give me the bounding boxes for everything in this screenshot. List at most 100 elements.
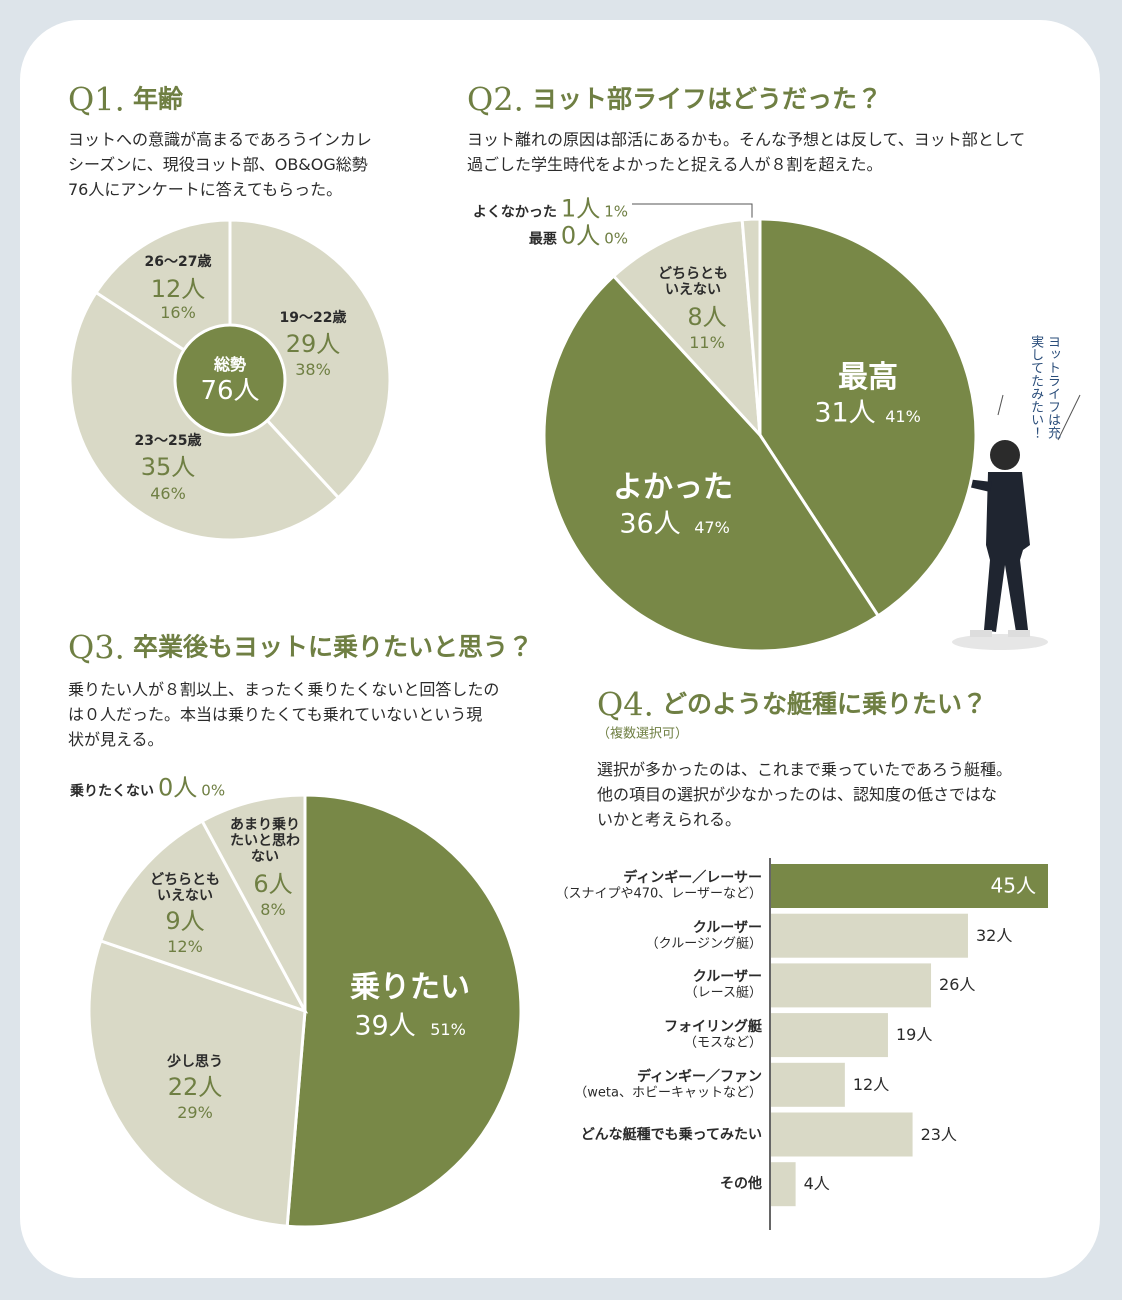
description: シーズンに、現役ヨット部、OB&OG総勢 bbox=[68, 154, 368, 174]
bar-note: （モスなど） bbox=[683, 1035, 762, 1051]
bar bbox=[771, 913, 968, 958]
slice-label: 19〜22歳 bbox=[279, 309, 347, 326]
slice-value: 9人 bbox=[165, 907, 205, 936]
bar bbox=[771, 1062, 845, 1107]
bar-value: 19人 bbox=[895, 1024, 933, 1044]
slice-percent: 38% bbox=[295, 359, 331, 379]
bar-label: その他 bbox=[720, 1176, 762, 1193]
question-number: Q2. bbox=[467, 80, 524, 119]
slice-label: 乗りたくない bbox=[70, 783, 154, 800]
slice-value: 36人 bbox=[619, 508, 681, 540]
slice-percent: 46% bbox=[150, 483, 186, 503]
pie-slice bbox=[228, 218, 392, 500]
description: ヨットへの意識が高まるであろうインカレ bbox=[68, 129, 372, 149]
slice-label: どちらともいえない bbox=[658, 265, 728, 298]
slice-value: 31人 bbox=[814, 397, 876, 429]
description: 状が見える。 bbox=[68, 729, 164, 749]
bar-label: どんな艇種でも乗ってみたい bbox=[580, 1126, 762, 1143]
slice-label: 最高 bbox=[838, 359, 898, 395]
slice-label: 少し思う bbox=[167, 1053, 223, 1070]
slice-percent: 8% bbox=[260, 899, 286, 919]
slice-percent: 12% bbox=[167, 936, 203, 956]
chart-title: 卒業後もヨットに乗りたいと思う？ bbox=[133, 632, 534, 662]
bar-note: （クルージング艇） bbox=[645, 936, 762, 952]
question-number: Q1. bbox=[68, 80, 125, 119]
slice-label: 26〜27歳 bbox=[144, 253, 212, 270]
center-total: 76人 bbox=[200, 376, 260, 407]
slice-value: 6人 bbox=[253, 870, 293, 899]
pie-slice bbox=[200, 793, 307, 1012]
bar-value: 4人 bbox=[803, 1173, 830, 1193]
body bbox=[984, 472, 1030, 632]
chart-subtitle: （複数選択可） bbox=[597, 726, 689, 742]
pie-slice bbox=[611, 218, 762, 440]
bar bbox=[771, 1112, 913, 1157]
slice-label: よくなかった bbox=[472, 204, 557, 221]
pie-slice bbox=[285, 793, 523, 1229]
description: いかと考えられる。 bbox=[597, 809, 742, 829]
description: ヨット離れの原因は部活にあるかも。そんな予想とは反して、ヨット部として bbox=[467, 129, 1026, 149]
slice-label: 最悪 bbox=[528, 231, 557, 248]
slice-label: 乗りたい bbox=[350, 969, 470, 1005]
slice-label-row: 最悪 0人 0% bbox=[529, 216, 628, 251]
center-label: 総勢 bbox=[213, 354, 247, 374]
shadow bbox=[952, 634, 1048, 650]
head bbox=[990, 440, 1020, 470]
bar-value: 32人 bbox=[975, 925, 1013, 945]
pie-slice bbox=[542, 273, 881, 653]
bar-label: ディンギー／ファン bbox=[636, 1068, 762, 1085]
slice-value: 35人 bbox=[140, 453, 196, 482]
bubble-line bbox=[997, 394, 1004, 416]
center-circle bbox=[173, 323, 287, 437]
slice-percent: 51% bbox=[430, 1019, 466, 1039]
description: は０人だった。本当は乗りたくても乗れていないという現 bbox=[68, 704, 483, 724]
slice-value: 29人 bbox=[285, 330, 341, 359]
slice-percent: 1% bbox=[604, 202, 628, 221]
slice-value: 0人 bbox=[158, 773, 198, 802]
description: 76人にアンケートに答えてもらった。 bbox=[68, 179, 343, 199]
slice-label: 23〜25歳 bbox=[134, 432, 202, 449]
slice-percent: 47% bbox=[694, 517, 730, 537]
description: 過ごした学生時代をよかったと捉える人が８割を超えた。 bbox=[467, 154, 883, 174]
description: 選択が多かったのは、これまで乗っていたであろう艇種。 bbox=[597, 759, 1013, 779]
bar-value: 23人 bbox=[920, 1124, 957, 1144]
bar-value: 12人 bbox=[852, 1074, 890, 1094]
bar bbox=[771, 963, 932, 1008]
description: 他の項目の選択が少なかったのは、認知度の低さではな bbox=[597, 784, 998, 804]
slice-label-row: よくなかった 1人 1% bbox=[473, 189, 628, 224]
slice-percent: 29% bbox=[177, 1102, 213, 1122]
slice-value: 1人 bbox=[560, 194, 601, 223]
slice-label: どちらともいえない bbox=[150, 871, 220, 904]
chart-title: 年齢 bbox=[133, 84, 184, 114]
bubble-line bbox=[1057, 394, 1081, 441]
pie-slice bbox=[87, 938, 307, 1228]
bar bbox=[771, 1162, 796, 1207]
slice-label-row: 乗りたくない 0人 0% bbox=[70, 768, 225, 803]
bar-note: （レース艇） bbox=[684, 985, 762, 1001]
bar bbox=[771, 1013, 888, 1058]
slice-percent: 0% bbox=[604, 229, 628, 248]
bar-label: フォイリング艇 bbox=[664, 1019, 762, 1036]
slice-percent: 0% bbox=[201, 781, 226, 800]
slice-percent: 16% bbox=[160, 302, 196, 322]
bar-value: 45人 bbox=[990, 873, 1036, 898]
bar-label: ディンギー／レーサー bbox=[623, 869, 762, 886]
shoe bbox=[970, 630, 992, 637]
bar-label: クルーザー bbox=[692, 919, 762, 936]
slice-value: 22人 bbox=[167, 1073, 223, 1102]
pie-slice bbox=[98, 819, 309, 1014]
question-number: Q4. bbox=[597, 685, 654, 724]
slice-value: 12人 bbox=[150, 275, 206, 304]
question-number: Q3. bbox=[68, 628, 125, 667]
bar-note: （weta、ホビーキャットなど） bbox=[574, 1085, 762, 1101]
bar-label: クルーザー bbox=[692, 969, 762, 986]
chart-title: ヨット部ライフはどうだった？ bbox=[532, 84, 883, 114]
description: 乗りたい人が８割以上、まったく乗りたくないと回答したの bbox=[68, 679, 500, 699]
bar bbox=[771, 864, 1048, 908]
bar-value: 26人 bbox=[939, 975, 976, 995]
slice-value: 8人 bbox=[687, 303, 727, 332]
shoe bbox=[1008, 630, 1030, 637]
speech-annotation: ヨットライフは充実してたみたい！ bbox=[1028, 335, 1060, 439]
